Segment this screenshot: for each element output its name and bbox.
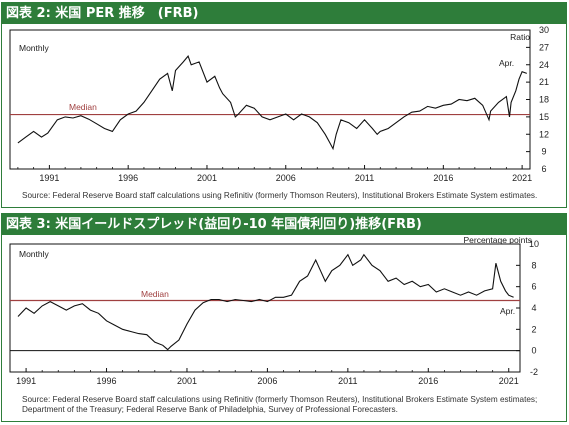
source-line-1: Source: Federal Reserve Board staff calc… xyxy=(22,395,538,404)
chart-title-yield-spread: 図表 3: 米国イールドスプレッド(益回り-10 年国債利回り)推移(FRB) xyxy=(2,214,566,235)
units-label: Ratio xyxy=(510,32,530,42)
x-tick-label: 1996 xyxy=(118,173,138,183)
y-tick-label: 27 xyxy=(539,42,549,52)
x-tick-label: 2006 xyxy=(276,173,296,183)
x-tick-label: 2021 xyxy=(499,376,519,386)
y-tick-label: 6 xyxy=(531,282,536,292)
x-tick-label: 1996 xyxy=(97,376,117,386)
median-label: Median xyxy=(69,102,97,112)
y-tick-label: 21 xyxy=(539,77,549,87)
end-label: Apr. xyxy=(499,58,514,68)
source-note-yield-spread: Source: Federal Reserve Board staff calc… xyxy=(22,395,560,415)
median-label: Median xyxy=(141,289,169,299)
y-tick-label: 24 xyxy=(539,60,549,70)
y-tick-label: 9 xyxy=(541,147,546,157)
y-tick-label: 8 xyxy=(531,260,536,270)
chart-title-per: 図表 2: 米国 PER 推移 (FRB) xyxy=(2,3,566,24)
source-note-per: Source: Federal Reserve Board staff calc… xyxy=(22,191,538,200)
frequency-label: Monthly xyxy=(19,249,50,259)
x-tick-label: 2006 xyxy=(257,376,277,386)
y-tick-label: 30 xyxy=(539,25,549,35)
y-tick-label: 12 xyxy=(539,129,549,139)
x-tick-label: 2016 xyxy=(418,376,438,386)
x-tick-label: 2011 xyxy=(355,173,374,183)
plot-frame xyxy=(9,243,521,373)
end-label: Apr. xyxy=(500,306,515,316)
series-line-per xyxy=(17,55,527,151)
y-tick-label: 10 xyxy=(529,239,539,249)
y-tick-label: 0 xyxy=(531,346,536,356)
y-tick-label: -2 xyxy=(530,367,538,377)
y-tick-label: 15 xyxy=(539,112,549,122)
y-tick-label: 6 xyxy=(541,164,546,174)
y-tick-label: 18 xyxy=(539,95,549,105)
y-tick-label: 4 xyxy=(531,303,536,313)
x-tick-label: 2001 xyxy=(177,376,197,386)
x-tick-label: 1991 xyxy=(39,173,59,183)
y-tick-label: 2 xyxy=(531,324,536,334)
x-tick-label: 2001 xyxy=(197,173,217,183)
source-line-2: Department of the Treasury; Federal Rese… xyxy=(22,405,398,414)
plot-per: 6 9 12 15 18 21 24 27 30 1991 1996 2001 2006 2011 201… xyxy=(9,25,549,183)
frequency-label: Monthly xyxy=(19,43,50,53)
x-tick-label: 1991 xyxy=(16,376,36,386)
chart-panel-yield-spread: 図表 3: 米国イールドスプレッド(益回り-10 年国債利回り)推移(FRB) … xyxy=(1,213,567,422)
series-line-yield-spread xyxy=(17,253,514,351)
plot-yield-spread: -2 0 2 4 6 8 10 1991 1996 2001 2006 2011 2016 2021 M… xyxy=(9,235,539,386)
x-tick-label: 2016 xyxy=(433,173,453,183)
x-tick-label: 2021 xyxy=(512,173,532,183)
plot-frame xyxy=(9,29,531,170)
chart-panel-per: 図表 2: 米国 PER 推移 (FRB) 6 9 12 15 18 21 24 27 30 1… xyxy=(1,2,567,208)
units-label: Percentage points xyxy=(463,235,532,245)
x-tick-label: 2011 xyxy=(338,376,357,386)
